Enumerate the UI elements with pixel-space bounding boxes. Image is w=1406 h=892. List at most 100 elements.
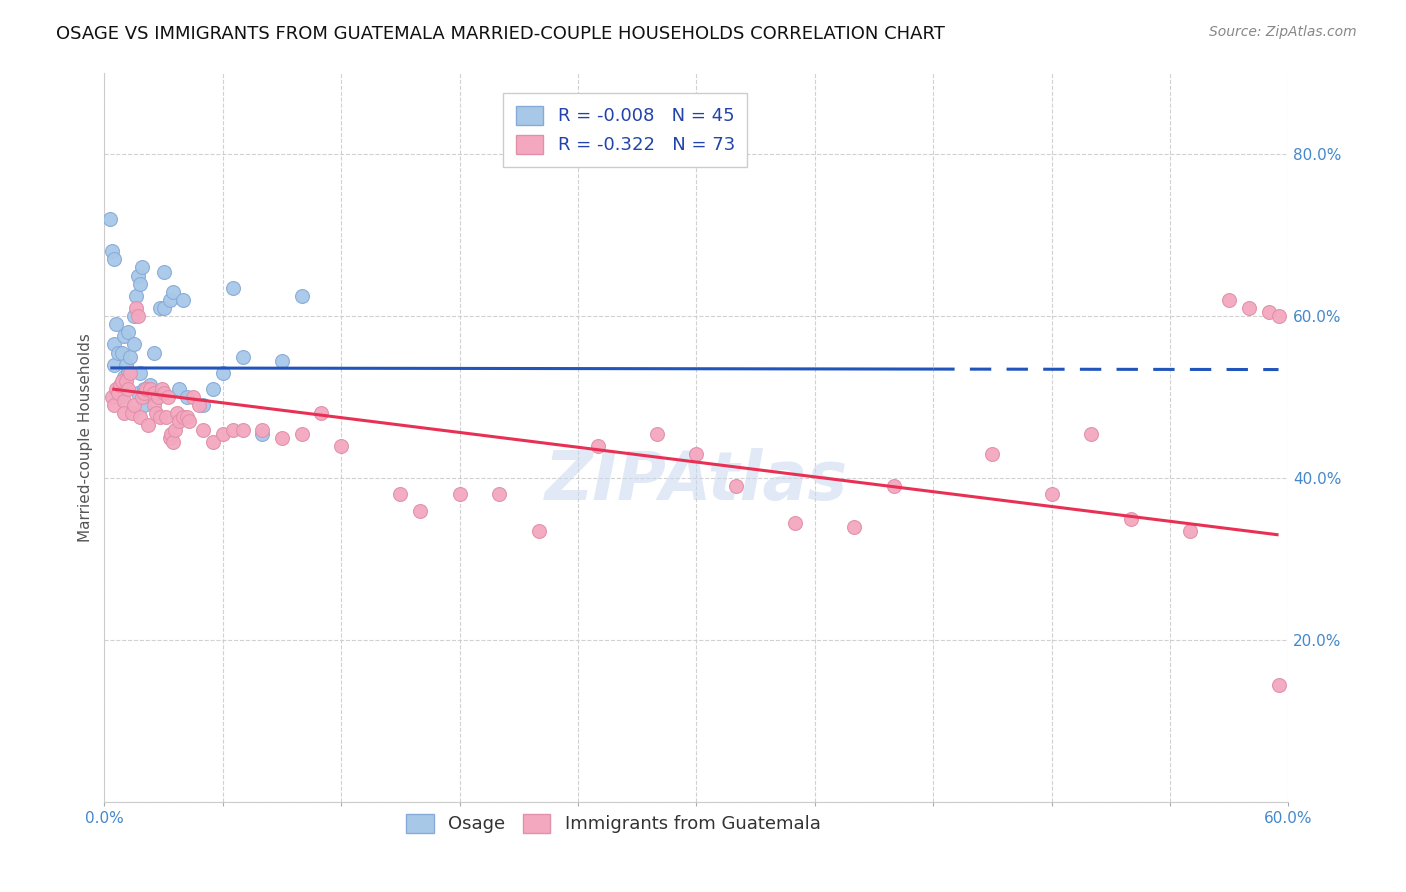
Point: [101, 244, 124, 259]
Point: [105, 317, 128, 331]
Point: [176, 390, 198, 404]
Point: [112, 329, 135, 343]
Point: [527, 524, 550, 538]
Point: [146, 390, 169, 404]
Point: [103, 398, 125, 412]
Point: [160, 426, 183, 441]
Y-axis label: Married-couple Households: Married-couple Households: [79, 334, 93, 542]
Point: [105, 382, 128, 396]
Point: [156, 390, 179, 404]
Point: [685, 447, 707, 461]
Point: [1040, 487, 1063, 501]
Point: [145, 406, 167, 420]
Point: [122, 309, 145, 323]
Point: [221, 423, 243, 437]
Point: [136, 382, 159, 396]
Point: [252, 426, 274, 441]
Point: [1257, 305, 1279, 319]
Point: [311, 406, 333, 420]
Point: [883, 479, 905, 493]
Point: [1178, 524, 1201, 538]
Point: [127, 386, 149, 401]
Point: [409, 503, 432, 517]
Point: [101, 390, 124, 404]
Point: [330, 439, 353, 453]
Point: [112, 369, 135, 384]
Point: [142, 345, 165, 359]
Point: [291, 426, 314, 441]
Point: [586, 439, 609, 453]
Point: [221, 281, 243, 295]
Text: Source: ZipAtlas.com: Source: ZipAtlas.com: [1209, 25, 1357, 39]
Point: [724, 479, 747, 493]
Point: [107, 386, 129, 401]
Point: [132, 382, 155, 396]
Point: [155, 410, 177, 425]
Point: [169, 382, 191, 396]
Point: [98, 211, 121, 226]
Point: [179, 414, 201, 428]
Point: [118, 350, 141, 364]
Point: [142, 386, 165, 401]
Point: [150, 382, 173, 396]
Point: [162, 285, 184, 299]
Point: [252, 423, 274, 437]
Point: [142, 398, 165, 412]
Point: [132, 398, 155, 412]
Point: [211, 366, 233, 380]
Point: [117, 382, 139, 396]
Point: [172, 293, 194, 307]
Point: [127, 268, 149, 283]
Point: [165, 423, 187, 437]
Point: [169, 414, 191, 428]
Point: [191, 398, 214, 412]
Point: [844, 520, 866, 534]
Point: [107, 382, 129, 396]
Point: [783, 516, 806, 530]
Point: [132, 386, 155, 401]
Point: [271, 431, 294, 445]
Point: [645, 426, 668, 441]
Point: [108, 390, 131, 404]
Point: [181, 390, 204, 404]
Point: [127, 309, 149, 323]
Point: [129, 410, 152, 425]
Text: ZIPAtlas: ZIPAtlas: [546, 449, 848, 515]
Point: [1119, 511, 1142, 525]
Point: [117, 366, 139, 380]
Point: [125, 289, 148, 303]
Point: [191, 423, 214, 437]
Point: [162, 434, 184, 449]
Point: [103, 358, 125, 372]
Point: [125, 301, 148, 315]
Point: [111, 345, 134, 359]
Point: [129, 277, 152, 291]
Point: [107, 345, 129, 359]
Point: [152, 264, 174, 278]
Point: [271, 353, 294, 368]
Text: OSAGE VS IMMIGRANTS FROM GUATEMALA MARRIED-COUPLE HOUSEHOLDS CORRELATION CHART: OSAGE VS IMMIGRANTS FROM GUATEMALA MARRI…: [56, 25, 945, 43]
Point: [103, 252, 125, 267]
Point: [166, 406, 188, 420]
Point: [152, 301, 174, 315]
Point: [135, 382, 157, 396]
Point: [188, 398, 211, 412]
Point: [129, 366, 152, 380]
Point: [1267, 309, 1289, 323]
Point: [131, 260, 153, 275]
Point: [172, 410, 194, 425]
Point: [112, 406, 135, 420]
Point: [389, 487, 412, 501]
Point: [1080, 426, 1102, 441]
Legend: Osage, Immigrants from Guatemala: Osage, Immigrants from Guatemala: [395, 803, 831, 845]
Point: [211, 426, 233, 441]
Point: [1267, 678, 1289, 692]
Point: [139, 378, 162, 392]
Point: [176, 410, 198, 425]
Point: [103, 337, 125, 351]
Point: [121, 406, 143, 420]
Point: [981, 447, 1004, 461]
Point: [1218, 293, 1240, 307]
Point: [115, 358, 138, 372]
Point: [291, 289, 314, 303]
